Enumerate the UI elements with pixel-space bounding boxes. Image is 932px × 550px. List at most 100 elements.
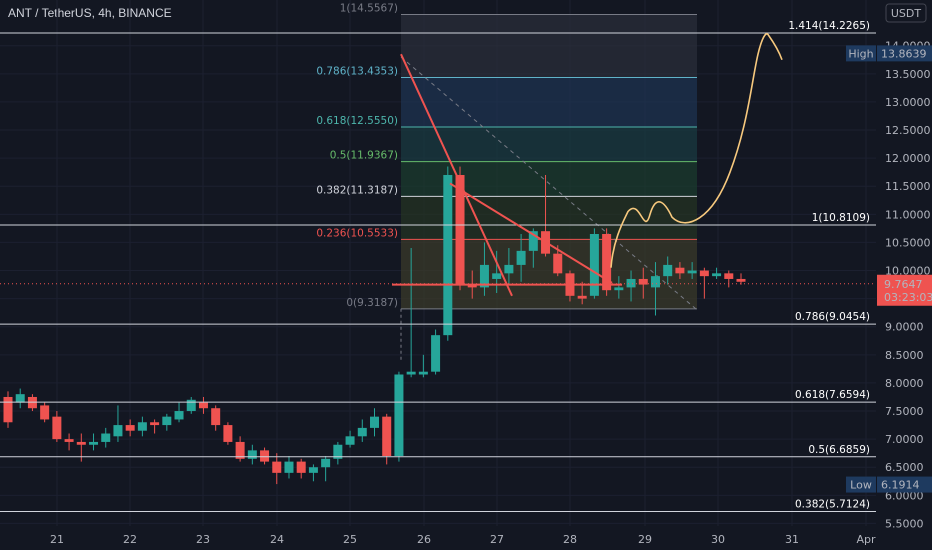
- time-tick-label: 27: [490, 533, 504, 546]
- time-tick-label: 29: [638, 533, 652, 546]
- trendline-descending: [449, 182, 613, 284]
- price-tick-label: 9.0000: [885, 321, 924, 334]
- candle-body: [516, 250, 526, 265]
- candle-body: [504, 264, 514, 274]
- candle-body: [211, 408, 221, 426]
- time-tick-label: 31: [785, 533, 799, 546]
- time-tick-label: 25: [343, 533, 357, 546]
- fib-level-label: 0.786(13.4353): [316, 65, 398, 77]
- candle-body: [712, 273, 722, 277]
- candle-body: [492, 273, 502, 279]
- fib-ext-label: 0.5(6.6859): [808, 444, 870, 456]
- candle-body: [308, 467, 318, 473]
- candle-body: [150, 422, 160, 426]
- candle-body: [724, 273, 734, 279]
- high-tag-value-bg: [877, 45, 932, 62]
- candle-body: [528, 231, 538, 251]
- price-tick-label: 10.0000: [885, 265, 931, 278]
- fib-ext-label: 0.618(7.6594): [795, 389, 870, 401]
- candle-body: [663, 264, 673, 277]
- time-tick-label: 23: [196, 533, 210, 546]
- candle-body: [699, 270, 709, 277]
- candle-body: [272, 461, 282, 473]
- price-tick-label: 6.5000: [885, 461, 924, 474]
- price-tick-label: 11.5000: [885, 180, 931, 193]
- candle-body: [76, 441, 86, 445]
- candle-body: [64, 439, 74, 442]
- fib-diagonal: [400, 56, 698, 311]
- high-tag-value: 13.8639: [881, 47, 927, 60]
- candle-body: [3, 396, 13, 423]
- candle-body: [370, 416, 379, 428]
- candle-body: [382, 416, 392, 456]
- candle-body: [198, 402, 208, 409]
- price-tick-label: 12.5000: [885, 124, 931, 137]
- high-tag-label-bg: [846, 45, 876, 62]
- candle-body: [431, 335, 441, 372]
- candle-body: [235, 441, 245, 459]
- time-axis: 21 22 23 24 25 26 27 28 29 30 31 Apr: [0, 528, 932, 550]
- time-tick-label: 26: [417, 533, 431, 546]
- candle-body: [687, 270, 697, 274]
- candle-body: [614, 287, 624, 291]
- time-tick-label: 30: [711, 533, 725, 546]
- fib-zone: [401, 126, 697, 162]
- candle-body: [321, 458, 331, 468]
- candle-body: [418, 371, 428, 375]
- candle-body: [553, 253, 563, 274]
- fib-zone: [401, 14, 697, 78]
- low-tag-label-bg: [846, 476, 876, 493]
- candle-body: [577, 295, 587, 299]
- price-tick-label: 7.0000: [885, 433, 924, 446]
- candle-body: [101, 433, 111, 442]
- price-tag-bg: [877, 274, 932, 306]
- candle-body: [40, 405, 50, 420]
- drawings-group: [0, 33, 876, 297]
- candle-body: [479, 264, 489, 288]
- fib-ext-label: 1.414(14.2265): [788, 20, 870, 32]
- chart-title: ANT / TetherUS, 4h, BINANCE: [8, 6, 172, 20]
- candle-body: [89, 441, 99, 445]
- candle-body: [113, 425, 123, 437]
- fib-level-label: 1(14.5567): [340, 2, 398, 14]
- currency-badge-box: [885, 3, 927, 23]
- price-tick-label: 10.5000: [885, 236, 931, 249]
- candle-body: [602, 233, 612, 291]
- fib-retracement-box: 1(14.5567) 0.786(13.4353) 0.618(12.5550) 0.…: [316, 2, 698, 361]
- currency-badge: USDT: [891, 7, 922, 20]
- fib-extension-lines: 1.414(14.2265) 1(10.8109) 0.786(9.0454) 0.6…: [0, 20, 876, 512]
- fib-level-label: 0(9.3187): [346, 297, 398, 309]
- price-tag-value: 9.7647: [884, 278, 923, 291]
- price-tick-label: 13.0000: [885, 96, 931, 109]
- fib-ext-label: 0.786(9.0454): [795, 311, 870, 323]
- time-tick-label: 24: [270, 533, 284, 546]
- price-tick-label: 13.5000: [885, 68, 931, 81]
- candle-body: [675, 267, 685, 274]
- candle-body: [455, 174, 465, 285]
- candle-body: [284, 461, 294, 473]
- candle-body: [650, 276, 660, 288]
- high-tag-label: High: [848, 47, 873, 60]
- price-tick-label: 8.5000: [885, 349, 924, 362]
- candle-body: [345, 436, 355, 445]
- fib-ext-label: 0.382(5.7124): [795, 498, 870, 510]
- trendline-steep: [400, 53, 513, 297]
- time-axis-bg: [0, 528, 932, 550]
- projection-arrow: [610, 33, 783, 268]
- fib-ext-label: 1(10.8109): [812, 212, 870, 224]
- fib-level-label: 0.618(12.5550): [316, 115, 398, 127]
- price-tick-label: 7.5000: [885, 405, 924, 418]
- candle-body: [15, 394, 25, 403]
- candle-body: [406, 371, 416, 375]
- candle-body: [467, 284, 477, 288]
- candle-body: [357, 427, 367, 437]
- candle-body: [260, 450, 270, 462]
- fib-level-label: 0.5(11.9367): [330, 150, 398, 162]
- candle-body: [162, 416, 172, 426]
- candle-body: [174, 411, 184, 420]
- candle-body: [247, 450, 257, 459]
- candle-body: [443, 174, 453, 336]
- candle-body: [736, 278, 746, 282]
